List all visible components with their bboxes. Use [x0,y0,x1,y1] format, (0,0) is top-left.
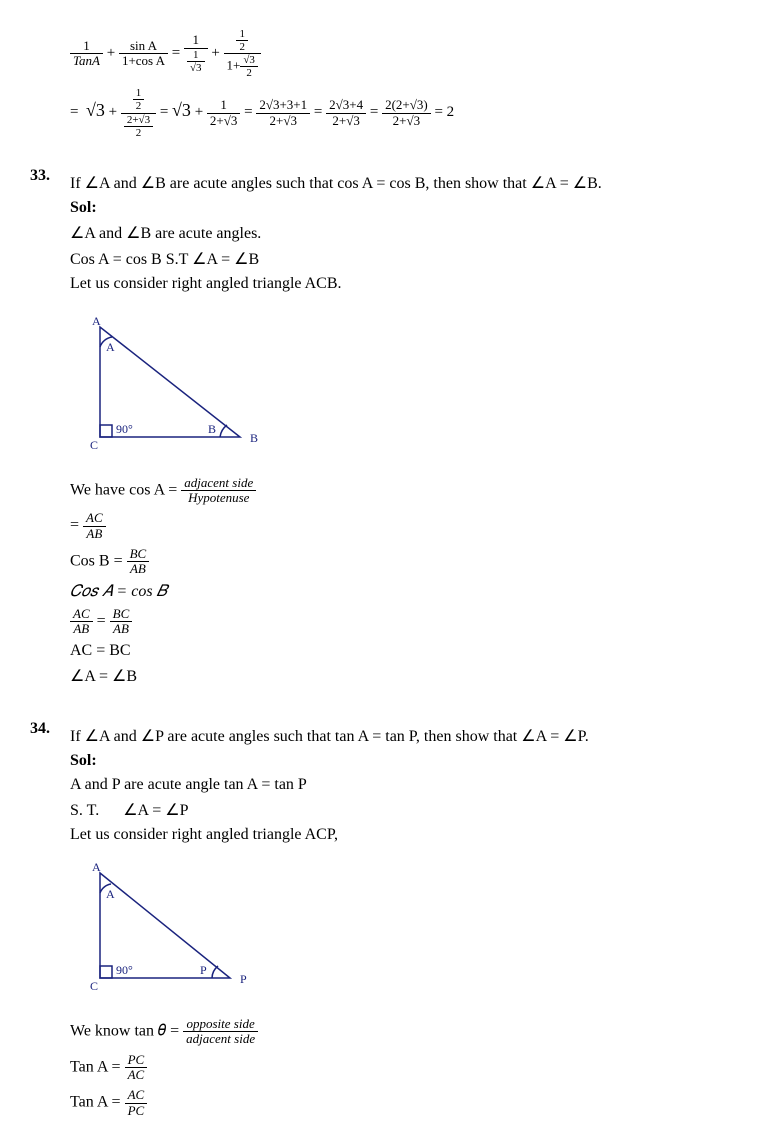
solution-line: Cos A = cos B S.T ∠A = ∠B [70,249,743,269]
svg-text:P: P [240,972,247,986]
question-text: If ∠A and ∠P are acute angles such that … [70,726,743,746]
problem-number: 34. [30,720,66,738]
problem-number: 33. [30,167,66,185]
svg-text:C: C [90,979,98,993]
tan-definition: We know tan 𝜃 = opposite sideadjacent si… [70,1017,743,1047]
intro-equation-1: 1TanA + sin A1+cos A = 11√3 + 12 1+√32 [70,28,743,79]
frac-num: 1 [70,39,103,54]
question-text: If ∠A and ∠B are acute angles such that … [70,173,743,193]
intro-equation-2: = √3 + 12 2+√32 = √3 + 12+√3 = 2√3+3+12+… [70,87,743,138]
svg-text:90°: 90° [116,422,133,436]
triangle-acb-diagram: A A B B C 90° [70,307,270,457]
svg-text:B: B [250,431,258,445]
svg-text:A: A [106,887,115,901]
frac-num: sin A [119,39,168,54]
solution-line: 𝐶𝑜𝑠 𝐴 = cos 𝐵 [70,583,743,601]
problem-33: 33. If ∠A and ∠B are acute angles such t… [30,167,743,692]
solution-line: Tan A = ACPC [70,1088,743,1118]
solution-line: ∠A = ∠B [70,666,743,686]
frac-den: 1+√32 [224,54,261,79]
problem-34: 34. If ∠A and ∠P are acute angles such t… [30,720,743,1124]
frac-num: 12 [224,28,261,54]
svg-text:P: P [200,963,207,977]
solution-line: = ACAB [70,511,743,541]
solution-line: Cos B = BCAB [70,547,743,577]
solution-line: S. T. ∠A = ∠P [70,800,743,820]
solution-line: ∠A and ∠B are acute angles. [70,223,743,243]
svg-text:A: A [92,860,101,874]
svg-text:B: B [208,422,216,436]
svg-text:A: A [92,314,101,328]
solution-line: Let us consider right angled triangle AC… [70,826,743,844]
solution-line: Let us consider right angled triangle AC… [70,275,743,293]
solution-label: Sol: [70,199,743,217]
frac-den: TanA [70,54,103,68]
triangle-acp-diagram: A A P P C 90° [70,858,270,998]
svg-text:90°: 90° [116,963,133,977]
frac-den: 1+cos A [119,54,168,68]
solution-line: ACAB = BCAB [70,607,743,637]
solution-label: Sol: [70,752,743,770]
solution-line: AC = BC [70,642,743,660]
frac-den: 1√3 [184,49,208,74]
cos-definition: We have cos A = adjacent sideHypotenuse [70,476,743,506]
svg-text:A: A [106,340,115,354]
solution-line: A and P are acute angle tan A = tan P [70,776,743,794]
solution-line: Tan A = PCAC [70,1053,743,1083]
frac-num: 1 [184,33,208,48]
svg-text:C: C [90,438,98,452]
